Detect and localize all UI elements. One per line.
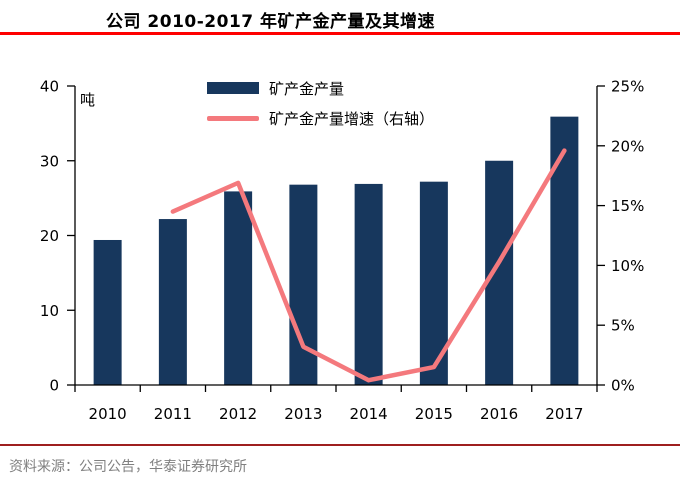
chart-title: 公司 2010-2017 年矿产金产量及其增速 xyxy=(106,12,436,32)
growth-line xyxy=(170,148,567,383)
left-axis-tick-label: 0 xyxy=(49,377,59,395)
bar-2016 xyxy=(485,160,514,385)
legend-item-growth: 矿产金产量增速（右轴） xyxy=(207,109,435,128)
chart-legend: 矿产金产量 矿产金产量增速（右轴） xyxy=(207,79,435,128)
right-axis-tick-label: 0% xyxy=(611,377,635,395)
x-axis-label: 2014 xyxy=(350,405,388,423)
x-axis-label: 2016 xyxy=(480,405,518,423)
legend-item-production: 矿产金产量 xyxy=(207,79,434,98)
x-axis-label: 2011 xyxy=(154,405,192,423)
bar-2013 xyxy=(289,184,318,385)
right-axis-tick-label: 10% xyxy=(611,257,644,275)
legend-line-swatch-icon xyxy=(207,115,259,121)
right-axis-tick-label: 5% xyxy=(611,317,635,335)
right-axis-tick-label: 20% xyxy=(611,137,644,155)
x-axis-label: 2010 xyxy=(89,405,127,423)
bar-2014 xyxy=(354,183,383,385)
x-axis-label: 2017 xyxy=(545,405,583,423)
legend-bar-swatch-icon xyxy=(207,82,259,94)
right-axis-tick-label: 15% xyxy=(611,197,644,215)
title-rule xyxy=(0,32,680,35)
x-axis-label: 2015 xyxy=(415,405,453,423)
legend-line-label: 矿产金产量增速（右轴） xyxy=(269,109,435,128)
bar-2017 xyxy=(550,116,579,386)
bar-2010 xyxy=(93,239,122,385)
bar-2012 xyxy=(224,191,253,385)
legend-bar-label: 矿产金产量 xyxy=(269,79,345,98)
left-axis-tick-label: 40 xyxy=(40,78,59,96)
left-axis-unit-label: 吨 xyxy=(80,91,95,109)
chart-plot-area: 0 10 20 30 40 0% 5% 10% 15% 20% 25% 2010 2011 2012 201… xyxy=(40,78,644,424)
x-axis-label: 2012 xyxy=(219,405,257,423)
source-note: 资料来源：公司公告，华泰证券研究所 xyxy=(9,459,247,475)
right-axis-tick-label: 25% xyxy=(611,78,644,96)
left-axis-tick-label: 20 xyxy=(40,227,59,245)
footer-rule xyxy=(0,444,680,446)
x-axis-label: 2013 xyxy=(284,405,322,423)
left-axis-tick-label: 10 xyxy=(40,302,59,320)
bar-2011 xyxy=(158,219,187,385)
left-axis-tick-label: 30 xyxy=(40,152,59,170)
